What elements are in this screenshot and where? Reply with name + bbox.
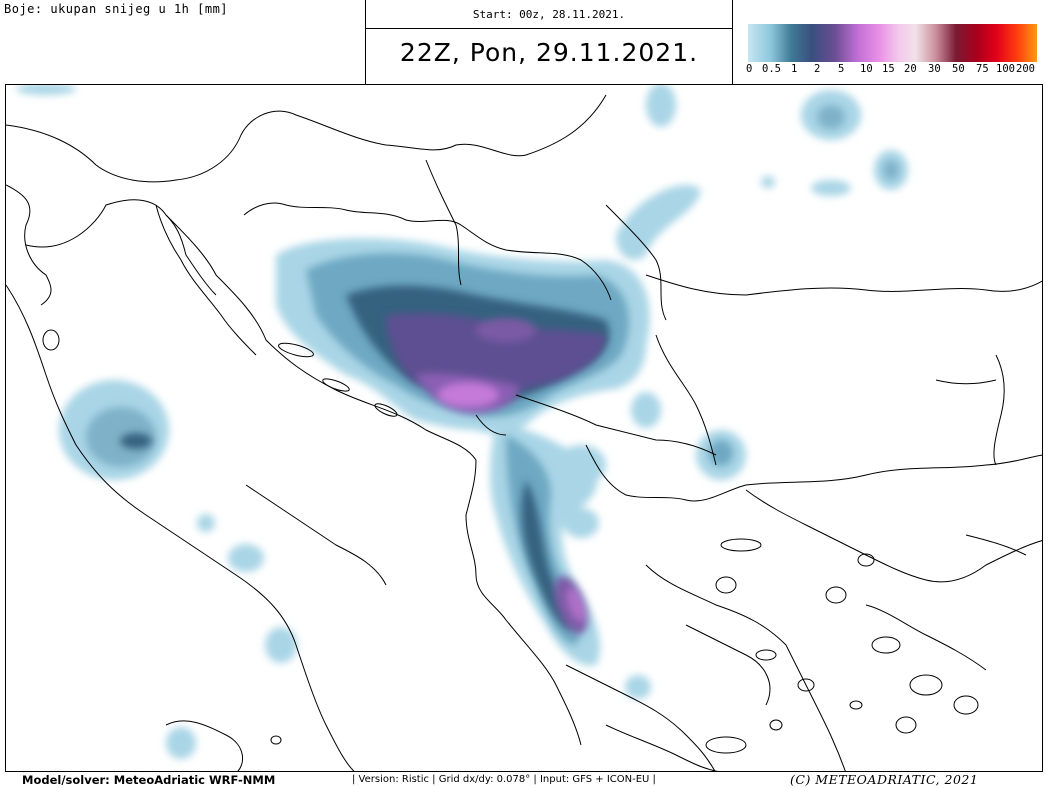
model-info: Model/solver: MeteoAdriatic WRF-NMM [22, 773, 276, 787]
color-legend [748, 24, 1037, 62]
valid-time: 22Z, Pon, 29.11.2021. [399, 38, 699, 67]
header-time-box: Start: 00z, 28.11.2021. 22Z, Pon, 29.11.… [365, 0, 733, 84]
run-start: Start: 00z, 28.11.2021. [366, 0, 732, 29]
legend-tick-label: 50 [952, 63, 965, 75]
legend-colorbar [748, 24, 1037, 62]
map-panel [5, 84, 1043, 772]
legend-tick-label: 2 [814, 63, 821, 75]
legend-tick-label: 100 [996, 63, 1015, 75]
legend-tick-label: 20 [904, 63, 917, 75]
legend-tick-label: 75 [976, 63, 989, 75]
legend-tick-label: 15 [882, 63, 895, 75]
run-details: | Version: Ristic | Grid dx/dy: 0.078° |… [352, 774, 656, 785]
legend-ticks: 0 0.5 1 2 5 10 15 20 30 50 75 100 200 [746, 63, 1046, 77]
legend-tick-label: 5 [838, 63, 845, 75]
legend-tick-label: 30 [928, 63, 941, 75]
legend-tick-label: 0 [746, 63, 753, 75]
legend-tick-label: 200 [1016, 63, 1035, 75]
legend-tick-label: 1 [791, 63, 798, 75]
footer: Model/solver: MeteoAdriatic WRF-NMM | Ve… [0, 772, 1050, 788]
colors-label: Boje: ukupan snijeg u 1h [mm] [4, 2, 229, 16]
legend-tick-label: 0.5 [762, 63, 781, 75]
legend-tick-label: 10 [860, 63, 873, 75]
snow-map [6, 85, 1042, 771]
copyright: (C) METEOADRIATIC, 2021 [790, 772, 979, 787]
